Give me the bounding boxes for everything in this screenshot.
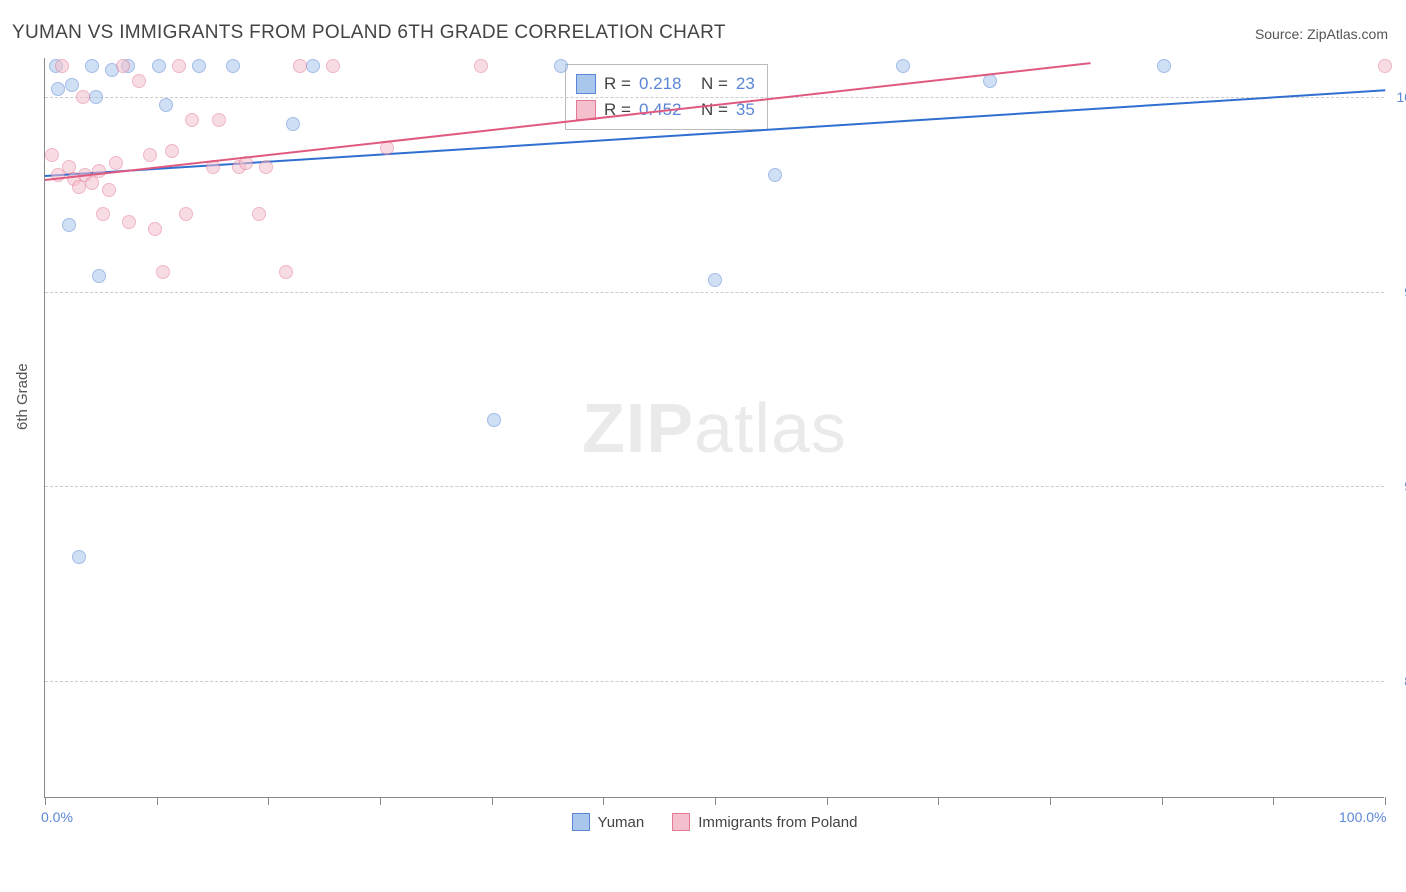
data-point [102, 183, 116, 197]
chart-title: YUMAN VS IMMIGRANTS FROM POLAND 6TH GRAD… [12, 22, 726, 44]
gridline [45, 292, 1384, 293]
data-point [896, 59, 910, 73]
x-tick [380, 797, 381, 805]
data-point [45, 148, 59, 162]
data-point [152, 59, 166, 73]
scatter-plot: ZIPatlas R =0.218N =23R =0.452N =35 Yuma… [44, 58, 1384, 798]
data-point [92, 164, 106, 178]
y-tick-label: 95.0% [1388, 284, 1406, 300]
y-tick-label: 85.0% [1388, 673, 1406, 689]
data-point [487, 413, 501, 427]
x-tick [938, 797, 939, 805]
x-tick [1050, 797, 1051, 805]
data-point [983, 74, 997, 88]
data-point [179, 207, 193, 221]
x-axis-label: 0.0% [41, 809, 73, 825]
gridline [45, 681, 1384, 682]
data-point [159, 98, 173, 112]
r-value: 0.218 [639, 74, 693, 94]
legend-row: R = 0.218 N = 23 [576, 71, 755, 97]
data-point [306, 59, 320, 73]
data-point [279, 265, 293, 279]
data-point [51, 82, 65, 96]
x-tick [1385, 797, 1386, 805]
data-point [212, 113, 226, 127]
data-point [122, 215, 136, 229]
x-axis-label: 100.0% [1339, 809, 1386, 825]
x-tick [492, 797, 493, 805]
data-point [72, 550, 86, 564]
data-point [1378, 59, 1392, 73]
y-tick-label: 90.0% [1388, 478, 1406, 494]
x-tick [827, 797, 828, 805]
data-point [132, 74, 146, 88]
data-point [92, 269, 106, 283]
data-point [293, 59, 307, 73]
x-tick [1162, 797, 1163, 805]
data-point [286, 117, 300, 131]
data-point [65, 78, 79, 92]
data-point [116, 59, 130, 73]
series-legend: Yuman Immigrants from Poland [45, 813, 1384, 831]
data-point [226, 59, 240, 73]
data-point [708, 273, 722, 287]
data-point [143, 148, 157, 162]
data-point [768, 168, 782, 182]
x-tick [1273, 797, 1274, 805]
x-tick [45, 797, 46, 805]
data-point [192, 59, 206, 73]
data-point [165, 144, 179, 158]
legend-item: Immigrants from Poland [672, 813, 857, 831]
data-point [55, 59, 69, 73]
watermark-bold: ZIP [582, 389, 694, 467]
legend-swatch [572, 813, 590, 831]
legend-swatch [672, 813, 690, 831]
legend-label: Yuman [598, 814, 645, 831]
legend-swatch [576, 74, 596, 94]
data-point [252, 207, 266, 221]
data-point [172, 59, 186, 73]
y-tick-label: 100.0% [1388, 89, 1406, 105]
watermark-light: atlas [694, 389, 847, 467]
x-tick [157, 797, 158, 805]
data-point [474, 59, 488, 73]
data-point [76, 90, 90, 104]
data-point [1157, 59, 1171, 73]
data-point [326, 59, 340, 73]
x-tick [715, 797, 716, 805]
legend-item: Yuman [572, 813, 645, 831]
gridline [45, 97, 1384, 98]
n-value: 23 [736, 74, 755, 94]
x-tick [603, 797, 604, 805]
data-point [96, 207, 110, 221]
n-label: N = [701, 74, 728, 94]
source-label: Source: ZipAtlas.com [1255, 26, 1388, 42]
legend-label: Immigrants from Poland [698, 814, 857, 831]
data-point [85, 59, 99, 73]
data-point [554, 59, 568, 73]
data-point [89, 90, 103, 104]
data-point [259, 160, 273, 174]
x-tick [268, 797, 269, 805]
gridline [45, 486, 1384, 487]
y-axis-title: 6th Grade [14, 363, 31, 430]
data-point [185, 113, 199, 127]
data-point [109, 156, 123, 170]
data-point [62, 218, 76, 232]
data-point [148, 222, 162, 236]
data-point [156, 265, 170, 279]
watermark: ZIPatlas [582, 388, 847, 468]
r-label: R = [604, 74, 631, 94]
